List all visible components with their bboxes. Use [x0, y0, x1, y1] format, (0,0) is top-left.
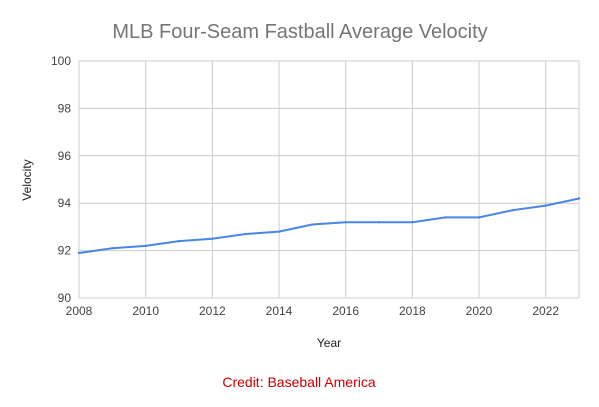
data-point [77, 251, 81, 255]
y-tick-label: 100 [51, 54, 71, 68]
data-point [344, 220, 347, 224]
data-point [544, 204, 547, 207]
chart-title: MLB Four-Seam Fastball Average Velocity [112, 21, 487, 43]
x-axis-label: Year [317, 336, 341, 350]
data-point [577, 197, 581, 200]
data-point [311, 223, 314, 226]
y-axis-label: Velocity [20, 159, 34, 200]
x-tick-label: 2014 [266, 304, 293, 318]
data-point [511, 209, 514, 212]
data-point [244, 232, 247, 236]
series-line [78, 197, 580, 254]
data-point [277, 230, 281, 233]
data-point [177, 239, 181, 243]
credit-text: Credit: Baseball America [222, 374, 376, 390]
gridlines [78, 60, 580, 299]
y-tick-label: 98 [58, 101, 72, 115]
x-tick-label: 2012 [199, 304, 226, 318]
y-tick-label: 92 [58, 244, 72, 258]
data-point [411, 220, 414, 224]
data-point [111, 247, 114, 250]
data-point [144, 244, 147, 248]
x-tick-label: 2018 [399, 304, 426, 318]
y-tick-label: 94 [58, 196, 72, 210]
y-axis-ticks: 90 92 94 96 98 100 [51, 54, 71, 305]
y-tick-label: 96 [58, 149, 72, 163]
data-point [211, 237, 214, 240]
data-point [377, 220, 381, 224]
data-point [477, 216, 481, 219]
series [77, 197, 581, 255]
y-tick-label: 90 [58, 291, 72, 305]
x-tick-label: 2008 [66, 304, 93, 318]
x-tick-label: 2016 [332, 304, 359, 318]
x-axis-ticks: 2008 2010 2012 2014 2016 2018 2020 2022 [66, 304, 560, 318]
data-point [444, 216, 447, 219]
x-tick-label: 2010 [132, 304, 159, 318]
x-tick-label: 2022 [532, 304, 559, 318]
x-tick-label: 2020 [466, 304, 493, 318]
